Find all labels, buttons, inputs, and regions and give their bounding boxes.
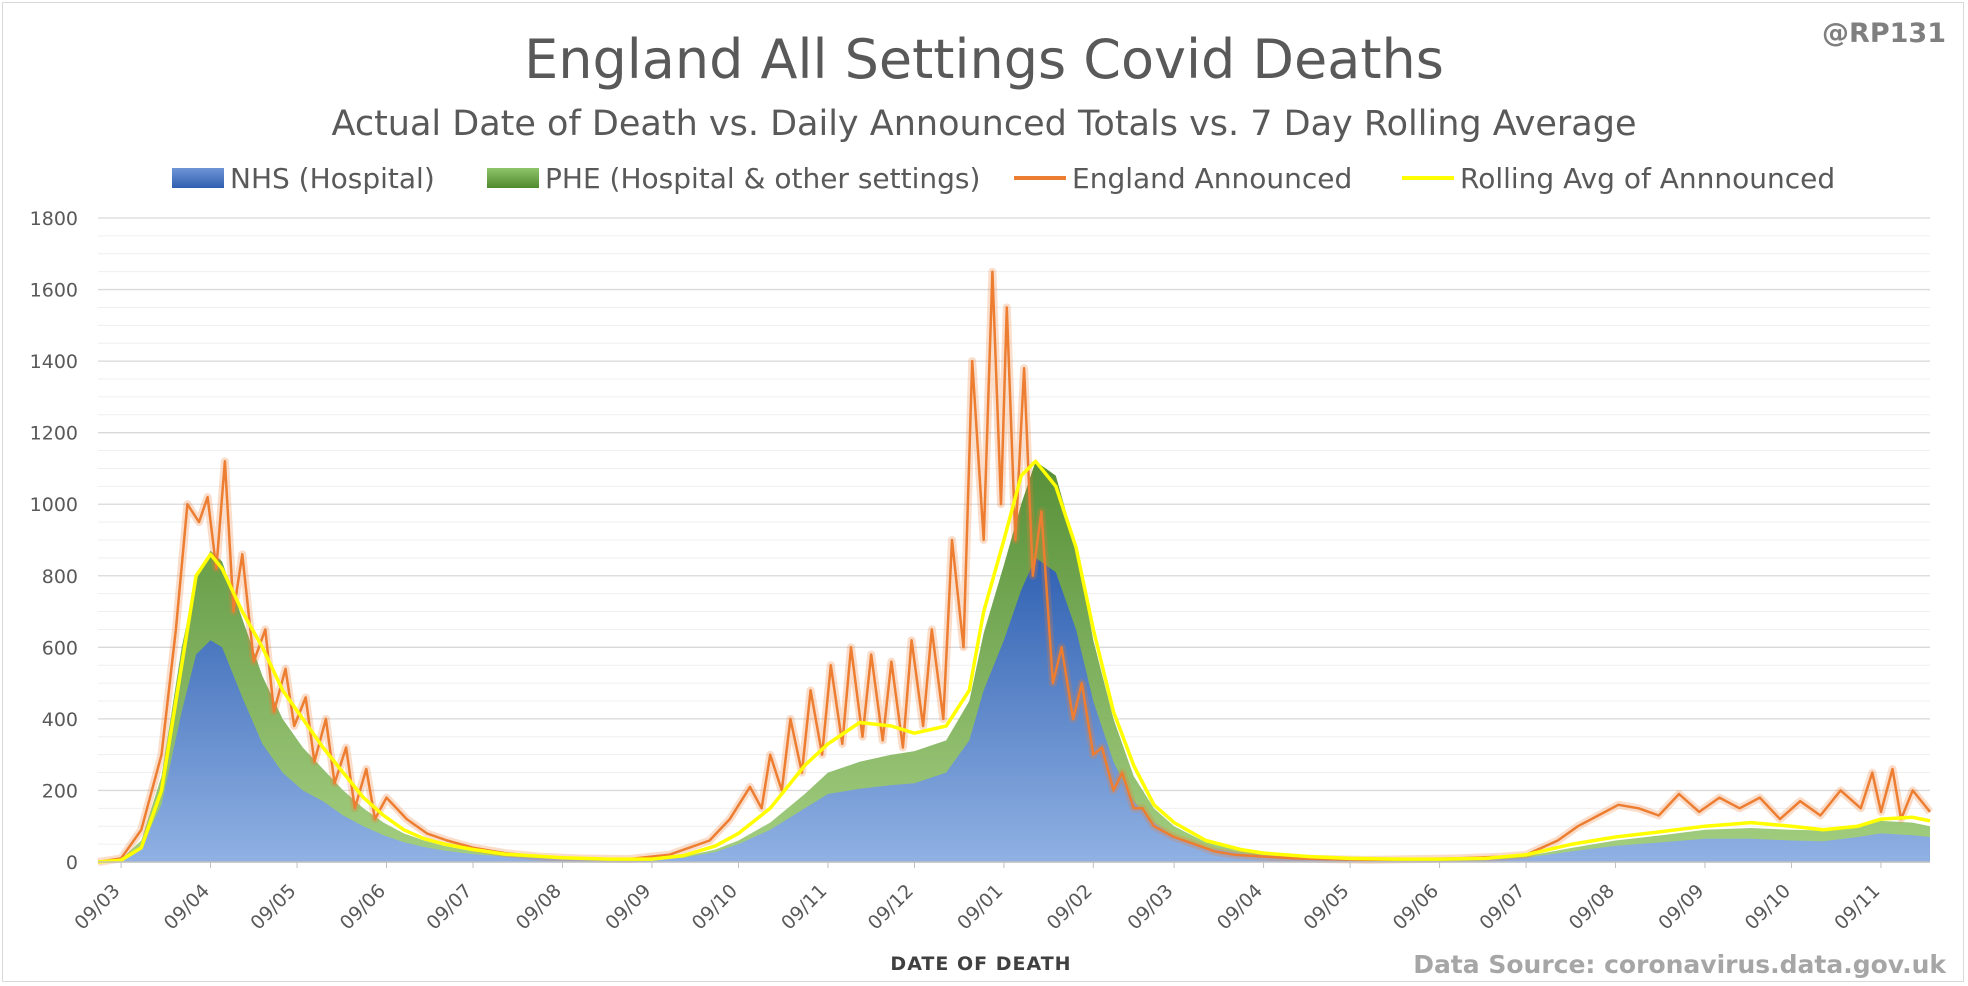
legend-swatch-nhs (172, 168, 224, 188)
legend-label-nhs: NHS (Hospital) (230, 161, 435, 195)
author-handle: @RP131 (1822, 18, 1946, 49)
rolling-avg-line (97, 459, 1931, 864)
x-tick-label: 09/07 (1475, 880, 1529, 934)
y-tick-label: 400 (42, 709, 78, 731)
x-tick-label: 09/08 (1565, 880, 1619, 934)
y-tick-label: 0 (66, 852, 78, 874)
legend-swatch-phe (487, 168, 539, 188)
legend-item-phe: PHE (Hospital & other settings) (487, 158, 980, 198)
x-tick-label: 09/10 (688, 880, 742, 934)
y-tick-label: 200 (42, 780, 78, 802)
x-tick-label: 09/07 (422, 880, 476, 934)
x-tick-label: 09/04 (1213, 880, 1267, 934)
x-tick-label: 09/11 (1830, 880, 1884, 934)
legend: NHS (Hospital) PHE (Hospital & other set… (0, 158, 1968, 198)
x-tick-label: 09/02 (1043, 880, 1097, 934)
x-tick-label: 09/04 (160, 880, 214, 934)
x-tick-label: 09/10 (1741, 880, 1795, 934)
x-tick-label: 09/08 (512, 880, 566, 934)
y-tick-label: 800 (42, 566, 78, 588)
x-tick-label: 09/06 (1389, 880, 1443, 934)
x-tick-label: 09/11 (777, 880, 831, 934)
y-tick-label: 600 (42, 637, 78, 659)
y-tick-label: 1400 (30, 351, 78, 373)
x-axis-title: DATE OF DEATH (890, 953, 1071, 975)
x-tick-label: 09/09 (601, 880, 655, 934)
x-tick-label: 09/03 (70, 880, 124, 934)
legend-item-announced: England Announced (1014, 158, 1352, 198)
line-layer (97, 267, 1934, 866)
y-tick-label: 1200 (30, 423, 78, 445)
x-tick-label: 09/05 (246, 880, 300, 934)
area-layer (98, 461, 1930, 862)
legend-label-rolling: Rolling Avg of Annnounced (1460, 161, 1836, 195)
x-tick-label: 09/12 (864, 880, 918, 934)
legend-item-rolling: Rolling Avg of Annnounced (1402, 158, 1835, 198)
x-tick-label: 09/06 (336, 880, 390, 934)
legend-swatch-announced (1014, 176, 1066, 180)
x-tick-label: 09/01 (953, 880, 1007, 934)
y-tick-label: 1800 (30, 208, 78, 230)
legend-label-announced: England Announced (1072, 161, 1353, 195)
chart-subtitle: Actual Date of Death vs. Daily Announced… (331, 104, 1637, 144)
nhs-area (98, 557, 1930, 862)
x-tick-label: 09/09 (1654, 880, 1708, 934)
y-tick-label: 1000 (30, 494, 78, 516)
chart-title: England All Settings Covid Deaths (524, 28, 1444, 91)
x-tick-label: 09/05 (1299, 880, 1353, 934)
announced-line (97, 270, 1931, 864)
legend-swatch-rolling (1402, 176, 1454, 180)
legend-item-nhs: NHS (Hospital) (172, 158, 435, 198)
x-tick-label: 09/03 (1123, 880, 1177, 934)
legend-label-phe: PHE (Hospital & other settings) (545, 161, 981, 195)
y-tick-label: 1600 (30, 280, 78, 302)
data-source-note: Data Source: coronavirus.data.gov.uk (1413, 950, 1946, 979)
